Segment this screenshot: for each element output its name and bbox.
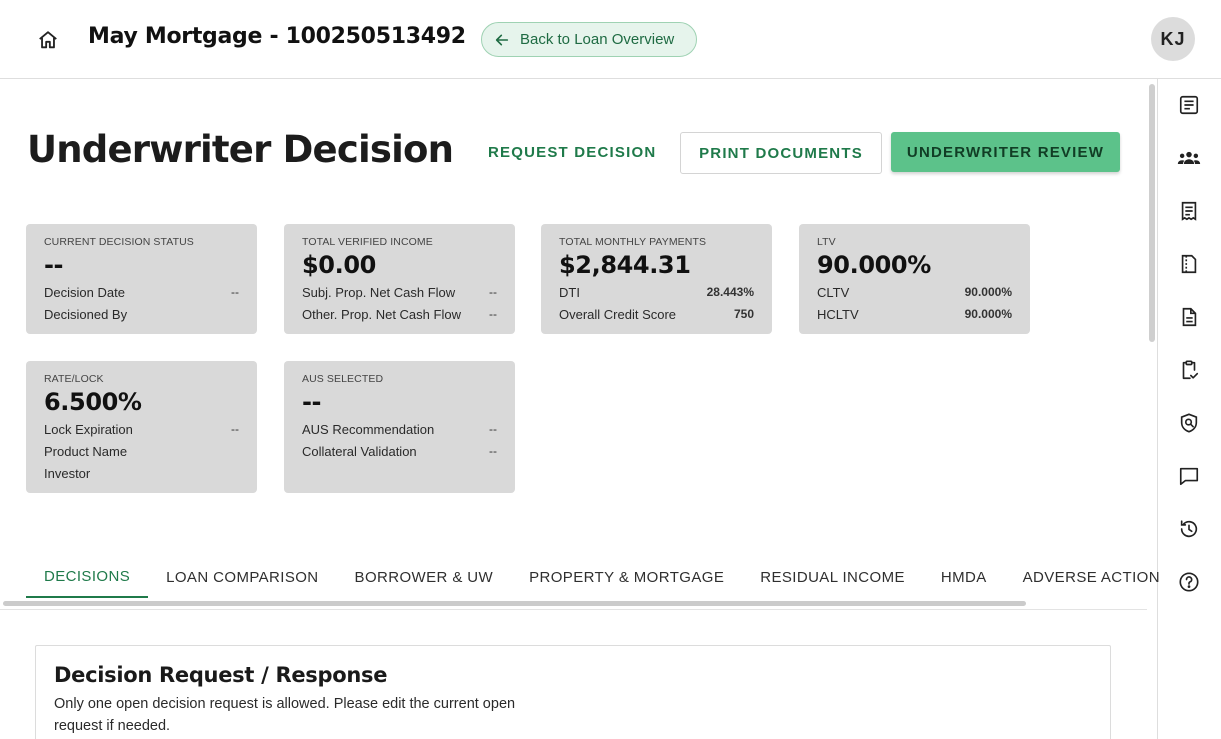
back-to-loan-overview-button[interactable]: Back to Loan Overview bbox=[481, 22, 697, 57]
row-label: Subj. Prop. Net Cash Flow bbox=[302, 284, 456, 300]
panel-description: Only one open decision request is allowe… bbox=[54, 696, 516, 734]
row-label: Decisioned By bbox=[44, 306, 128, 322]
card-value: 90.000% bbox=[817, 251, 931, 279]
card-row: Other. Prop. Net Cash Flow -- bbox=[302, 303, 497, 325]
card-value: $0.00 bbox=[302, 251, 376, 279]
row-label: Overall Credit Score bbox=[559, 306, 677, 322]
decision-request-panel: Decision Request / Response Only one ope… bbox=[35, 645, 1111, 739]
card-value: 6.500% bbox=[44, 388, 142, 416]
row-value: -- bbox=[489, 285, 497, 299]
card-label: CURRENT DECISION STATUS bbox=[44, 236, 194, 248]
card-label: RATE/LOCK bbox=[44, 373, 104, 385]
tab-residual-income[interactable]: RESIDUAL INCOME bbox=[760, 568, 905, 586]
right-icon-rail bbox=[1158, 79, 1221, 739]
aus-selected-card: AUS SELECTED -- AUS Recommendation -- Col… bbox=[284, 361, 515, 493]
shield-search-icon[interactable] bbox=[1177, 411, 1201, 435]
panel-title: Decision Request / Response bbox=[54, 663, 388, 687]
card-row: Product Name bbox=[44, 440, 239, 462]
card-row: Collateral Validation -- bbox=[302, 440, 497, 462]
rate-lock-card: RATE/LOCK 6.500% Lock Expiration -- Produ… bbox=[26, 361, 257, 493]
row-value: -- bbox=[489, 444, 497, 458]
tab-hmda[interactable]: HMDA bbox=[940, 568, 987, 586]
underwriter-review-button[interactable]: UNDERWRITER REVIEW bbox=[891, 132, 1120, 172]
card-row: Decision Date -- bbox=[44, 281, 239, 303]
document-pages-icon[interactable] bbox=[1177, 252, 1201, 276]
row-value: -- bbox=[489, 307, 497, 321]
tabs-scrollbar[interactable] bbox=[3, 601, 1026, 606]
verified-income-card: TOTAL VERIFIED INCOME $0.00 Subj. Prop. … bbox=[284, 224, 515, 334]
history-icon[interactable] bbox=[1177, 517, 1201, 541]
request-decision-button[interactable]: REQUEST DECISION bbox=[488, 143, 657, 161]
card-value: -- bbox=[302, 388, 322, 416]
tab-adverse-action[interactable]: ADVERSE ACTION bbox=[1022, 568, 1160, 586]
row-label: Other. Prop. Net Cash Flow bbox=[302, 306, 461, 322]
page-title: Underwriter Decision bbox=[27, 128, 454, 171]
tab-property-mortgage[interactable]: PROPERTY & MORTGAGE bbox=[529, 568, 725, 586]
home-icon[interactable] bbox=[34, 26, 62, 54]
row-label: DTI bbox=[559, 284, 580, 300]
print-documents-button[interactable]: PRINT DOCUMENTS bbox=[680, 132, 882, 174]
row-label: AUS Recommendation bbox=[302, 421, 435, 437]
card-value: $2,844.31 bbox=[559, 251, 691, 279]
card-label: AUS SELECTED bbox=[302, 373, 384, 385]
app-header: May Mortgage - 100250513492 Back to Loan… bbox=[0, 0, 1221, 79]
rail-divider bbox=[1157, 79, 1158, 739]
section-tabs: DECISIONS LOAN COMPARISON BORROWER & UW … bbox=[26, 556, 1178, 598]
row-label: Decision Date bbox=[44, 284, 125, 300]
card-row: HCLTV 90.000% bbox=[817, 303, 1012, 325]
arrow-left-icon bbox=[495, 34, 509, 45]
row-value: 750 bbox=[733, 307, 754, 321]
help-icon[interactable] bbox=[1177, 570, 1201, 594]
back-button-label: Back to Loan Overview bbox=[520, 31, 675, 48]
user-avatar[interactable]: KJ bbox=[1151, 17, 1195, 61]
page-scrollbar[interactable] bbox=[1149, 84, 1155, 342]
ltv-card: LTV 90.000% CLTV 90.000% HCLTV 90.000% bbox=[799, 224, 1030, 334]
card-value: -- bbox=[44, 251, 64, 279]
tab-decisions[interactable]: DECISIONS bbox=[26, 556, 149, 598]
row-label: Lock Expiration bbox=[44, 421, 133, 437]
card-row: AUS Recommendation -- bbox=[302, 418, 497, 440]
row-value: 90.000% bbox=[964, 307, 1012, 321]
card-row: Lock Expiration -- bbox=[44, 418, 239, 440]
card-row: DTI 28.443% bbox=[559, 281, 754, 303]
card-label: TOTAL MONTHLY PAYMENTS bbox=[559, 236, 707, 248]
row-label: Product Name bbox=[44, 443, 128, 459]
borrowers-icon[interactable] bbox=[1177, 146, 1201, 170]
card-row: Subj. Prop. Net Cash Flow -- bbox=[302, 281, 497, 303]
row-value: -- bbox=[231, 422, 239, 436]
tab-borrower-uw[interactable]: BORROWER & UW bbox=[354, 568, 494, 586]
row-value: -- bbox=[231, 285, 239, 299]
row-value: -- bbox=[489, 422, 497, 436]
decision-status-card: CURRENT DECISION STATUS -- Decision Date… bbox=[26, 224, 257, 334]
row-value: 28.443% bbox=[706, 285, 754, 299]
loan-title: May Mortgage - 100250513492 bbox=[88, 24, 466, 49]
tabs-divider bbox=[0, 609, 1147, 610]
receipt-icon[interactable] bbox=[1177, 199, 1201, 223]
row-value: 90.000% bbox=[964, 285, 1012, 299]
card-row: Decisioned By bbox=[44, 303, 239, 325]
card-label: TOTAL VERIFIED INCOME bbox=[302, 236, 433, 248]
file-text-icon[interactable] bbox=[1177, 305, 1201, 329]
row-label: CLTV bbox=[817, 284, 850, 300]
card-label: LTV bbox=[817, 236, 836, 248]
summary-icon[interactable] bbox=[1177, 93, 1201, 117]
tab-loan-comparison[interactable]: LOAN COMPARISON bbox=[166, 568, 319, 586]
card-row: Investor bbox=[44, 462, 239, 484]
row-label: HCLTV bbox=[817, 306, 859, 322]
card-row: Overall Credit Score 750 bbox=[559, 303, 754, 325]
row-label: Investor bbox=[44, 465, 91, 481]
card-row: CLTV 90.000% bbox=[817, 281, 1012, 303]
clipboard-check-icon[interactable] bbox=[1177, 358, 1201, 382]
row-label: Collateral Validation bbox=[302, 443, 417, 459]
chat-icon[interactable] bbox=[1177, 464, 1201, 488]
monthly-payments-card: TOTAL MONTHLY PAYMENTS $2,844.31 DTI 28.4… bbox=[541, 224, 772, 334]
